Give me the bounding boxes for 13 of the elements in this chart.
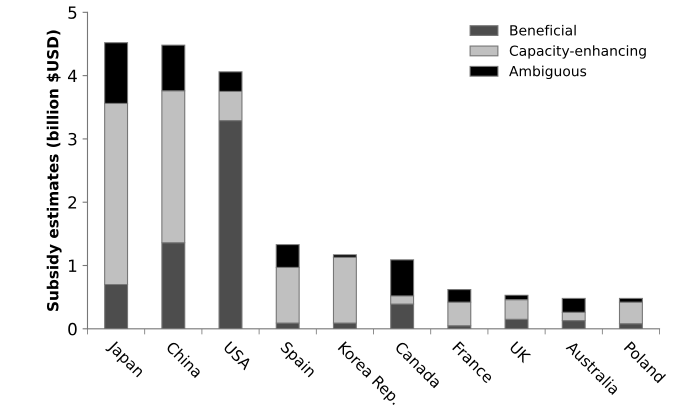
y-tick-label: 0 <box>68 322 77 336</box>
y-tick-label: 4 <box>68 70 77 82</box>
x-tick-label: UK <box>509 341 532 364</box>
legend-label: Ambiguous <box>509 66 586 80</box>
legend-label: Beneficial <box>510 24 576 36</box>
bar <box>618 302 643 324</box>
y-tick-label: 5 <box>68 6 76 19</box>
y-tick-label: 3 <box>68 132 76 146</box>
y-tick-label: 1 <box>68 260 76 272</box>
y-axis-title: Subsidy estimates (billion $USD) <box>46 30 62 311</box>
y-tick-label: 2 <box>68 196 76 209</box>
legend-label: Capacity-enhancing <box>510 45 646 59</box>
bar <box>332 256 357 324</box>
